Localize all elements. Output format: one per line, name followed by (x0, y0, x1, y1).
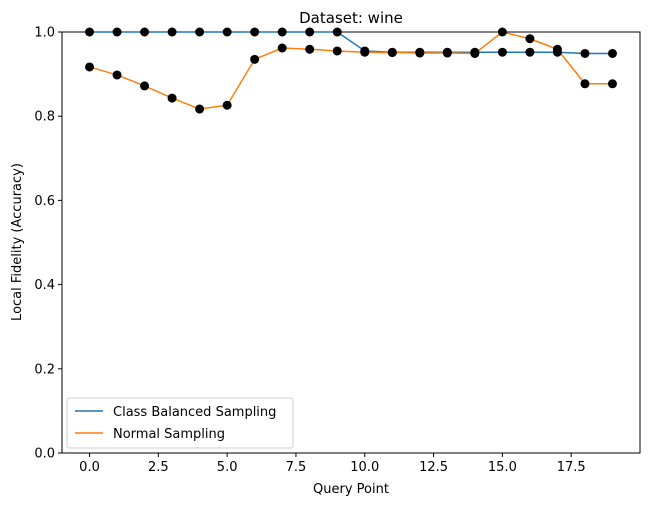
data-point-s1-1 (112, 70, 122, 80)
data-point-s0-8 (305, 27, 315, 37)
data-point-s1-7 (277, 43, 287, 53)
data-point-s1-2 (140, 81, 150, 91)
data-point-s0-4 (195, 27, 205, 37)
data-point-s0-1 (112, 27, 122, 37)
x-tick-label: 2.5 (148, 460, 169, 475)
data-point-s1-12 (415, 48, 425, 58)
y-tick-label: 0.8 (34, 110, 55, 125)
data-point-s1-16 (525, 34, 535, 44)
data-point-s1-6 (250, 54, 260, 64)
data-point-s1-10 (360, 47, 370, 57)
data-point-s0-6 (250, 27, 260, 37)
legend-box (66, 397, 294, 449)
data-point-s1-3 (167, 93, 177, 103)
y-tick-label: 1.0 (34, 26, 55, 41)
y-axis-label: Local Fidelity (Accuracy) (10, 163, 25, 321)
legend: Class Balanced Sampling Normal Sampling (66, 397, 294, 449)
data-point-s1-8 (305, 44, 315, 54)
legend-label-normal: Normal Sampling (113, 427, 225, 442)
data-point-s1-11 (387, 48, 397, 58)
data-point-s1-19 (607, 79, 617, 89)
data-point-s1-17 (552, 44, 562, 54)
data-point-s1-15 (497, 27, 507, 37)
series-layer (85, 27, 617, 114)
x-axis-label: Query Point (313, 482, 389, 497)
y-axis-ticks: 0.0 0.2 0.4 0.6 0.8 1.0 (34, 26, 62, 462)
y-tick-label: 0.0 (34, 447, 55, 462)
x-tick-label: 0.0 (79, 460, 100, 475)
y-tick-label: 0.4 (34, 278, 55, 293)
data-point-s0-2 (140, 27, 150, 37)
series-line-1 (89, 31, 613, 110)
data-point-s0-18 (580, 48, 590, 58)
data-point-s0-3 (167, 27, 177, 37)
data-point-s0-5 (222, 27, 232, 37)
data-point-s0-7 (277, 27, 287, 37)
y-tick-label: 0.6 (34, 194, 55, 209)
x-axis-ticks: 0.0 2.5 5.0 7.5 10.0 12.5 15.0 17.5 (79, 453, 586, 475)
x-tick-label: 7.5 (286, 460, 307, 475)
series-line-0 (89, 31, 613, 55)
x-tick-label: 12.5 (419, 460, 448, 475)
data-point-s0-15 (497, 47, 507, 57)
x-tick-label: 5.0 (217, 460, 238, 475)
data-point-s1-18 (580, 79, 590, 89)
x-tick-label: 17.5 (557, 460, 586, 475)
data-point-s0-19 (607, 48, 617, 58)
chart-title: Dataset: wine (299, 9, 403, 27)
data-point-s1-4 (195, 104, 205, 114)
x-tick-label: 15.0 (488, 460, 517, 475)
y-tick-label: 0.2 (34, 362, 55, 377)
data-point-s0-9 (332, 27, 342, 37)
data-point-s0-0 (85, 27, 95, 37)
data-point-s1-13 (442, 48, 452, 58)
data-point-s0-16 (525, 47, 535, 57)
data-point-s1-14 (470, 48, 480, 58)
x-tick-label: 10.0 (350, 460, 379, 475)
data-point-s1-5 (222, 100, 232, 110)
data-point-s1-0 (85, 62, 95, 72)
legend-label-class-balanced: Class Balanced Sampling (113, 405, 276, 420)
data-point-s1-9 (332, 46, 342, 56)
plot-frame (61, 31, 641, 454)
